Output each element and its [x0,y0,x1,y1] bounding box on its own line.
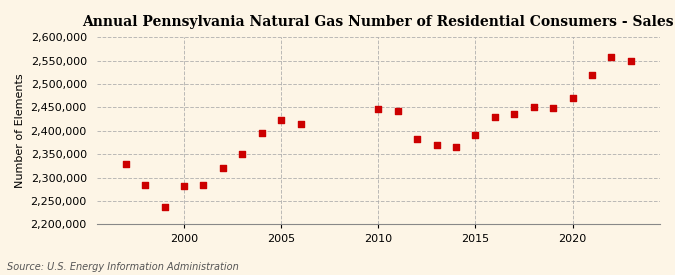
Point [275,118,286,122]
Point [217,166,228,170]
Point [295,122,306,126]
Text: Source: U.S. Energy Information Administration: Source: U.S. Energy Information Administ… [7,262,238,272]
Point [179,183,190,188]
Y-axis label: Number of Elements: Number of Elements [15,73,25,188]
Point [626,58,637,63]
Title: Annual Pennsylvania Natural Gas Number of Residential Consumers - Sales: Annual Pennsylvania Natural Gas Number o… [82,15,674,29]
Point [529,105,539,109]
Point [237,152,248,156]
Point [451,145,462,149]
Point [547,106,558,111]
Point [567,96,578,100]
Point [587,72,597,77]
Point [470,133,481,138]
Point [159,205,170,209]
Point [606,54,617,59]
Point [140,182,151,187]
Point [120,161,131,166]
Point [373,107,383,111]
Point [509,112,520,117]
Point [431,143,442,147]
Point [489,115,500,119]
Point [392,108,403,113]
Point [198,182,209,187]
Point [412,137,423,141]
Point [256,131,267,135]
